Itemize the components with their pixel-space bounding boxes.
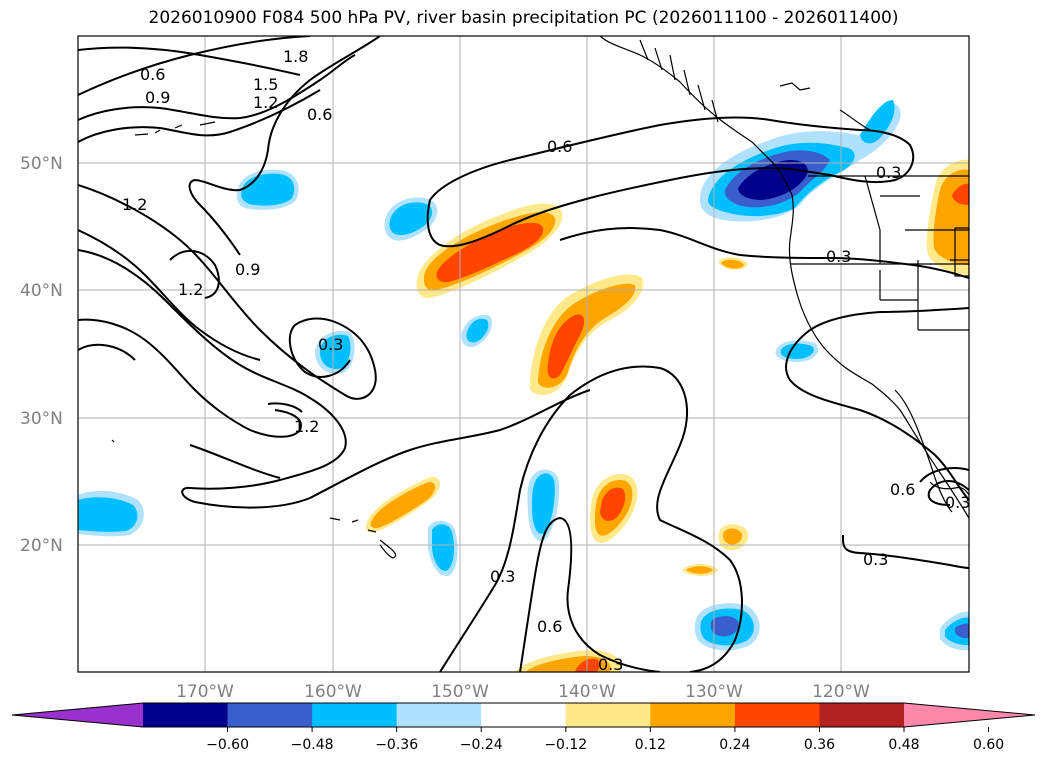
lon-label-150w: 150°W [431, 682, 489, 702]
colorbar-tick-label: −0.24 [460, 737, 503, 753]
colorbar-tick-label: 0.36 [804, 737, 835, 753]
colorbar-segment [481, 703, 567, 727]
contour-label: 1.2 [178, 280, 203, 299]
colorbar: −0.60 −0.48 −0.36 −0.24 −0.12 0.12 0.24 0.36 0.4… [11, 702, 1036, 753]
contour-label: 0.6 [890, 480, 915, 499]
pv-contour-labels: 0.6 0.9 1.8 1.5 1.2 0.6 1.2 0.9 1.2 0.3 … [122, 47, 970, 674]
contour-label: 0.6 [140, 65, 165, 84]
contour-label: 0.6 [547, 137, 572, 156]
contour-label: 0.3 [876, 163, 901, 182]
colorbar-tick-label: −0.12 [544, 737, 587, 753]
colorbar-segment [819, 703, 905, 727]
colorbar-segment [734, 703, 820, 727]
lat-label-30: 30°N [20, 409, 63, 429]
contour-label: 0.3 [318, 335, 343, 354]
colorbar-tick-label: −0.60 [206, 737, 249, 753]
contour-label: 1.2 [294, 417, 319, 436]
latitude-labels: 20°N 30°N 40°N 50°N [20, 154, 63, 556]
colorbar-tick-label: 0.60 [973, 737, 1004, 753]
colorbar-segment [143, 703, 229, 727]
colorbar-tick-label: −0.48 [291, 737, 334, 753]
figure-title: 2026010900 F084 500 hPa PV, river basin … [148, 8, 899, 28]
colorbar-segment [565, 703, 651, 727]
map-frame [77, 35, 970, 673]
colorbar-extend-high [904, 703, 1035, 727]
contour-label: 1.2 [253, 93, 278, 112]
contour-label: 0.6 [307, 105, 332, 124]
contour-label: 0.6 [537, 617, 562, 636]
colorbar-segment [227, 703, 313, 727]
contour-label: 1.8 [283, 47, 308, 66]
lat-label-20: 20°N [20, 536, 63, 556]
colorbar-segment [396, 703, 482, 727]
contour-label: 0.3 [826, 247, 851, 266]
colorbar-segment [312, 703, 398, 727]
colorbar-tick-label: 0.24 [719, 737, 750, 753]
colorbar-extend-low [12, 703, 143, 727]
contour-label: 0.3 [598, 655, 623, 674]
colorbar-tick-label: 0.12 [635, 737, 666, 753]
contour-label: 0.3 [945, 493, 970, 512]
lon-label-140w: 140°W [558, 682, 616, 702]
contour-label: 1.2 [122, 195, 147, 214]
colorbar-outline [11, 702, 1036, 728]
longitude-labels: 170°W 160°W 150°W 140°W 130°W 120°W [176, 682, 870, 702]
contour-label: 0.3 [863, 550, 888, 569]
lat-label-50: 50°N [20, 154, 63, 174]
colorbar-tick-label: −0.36 [375, 737, 418, 753]
lon-label-170w: 170°W [176, 682, 234, 702]
colorbar-tick-label: 0.48 [888, 737, 919, 753]
lon-label-160w: 160°W [304, 682, 362, 702]
lat-label-40: 40°N [20, 281, 63, 301]
contour-label: 0.3 [490, 567, 515, 586]
contour-label: 0.9 [235, 260, 260, 279]
contour-label: 1.5 [253, 75, 278, 94]
gridlines [78, 36, 969, 672]
pv-contours [78, 36, 969, 672]
map-panel: 0.6 0.9 1.8 1.5 1.2 0.6 1.2 0.9 1.2 0.3 … [78, 36, 970, 674]
coastlines [111, 36, 969, 559]
lon-label-130w: 130°W [685, 682, 743, 702]
lon-label-120w: 120°W [812, 682, 870, 702]
colorbar-segment [650, 703, 736, 727]
contour-label: 0.9 [145, 88, 170, 107]
